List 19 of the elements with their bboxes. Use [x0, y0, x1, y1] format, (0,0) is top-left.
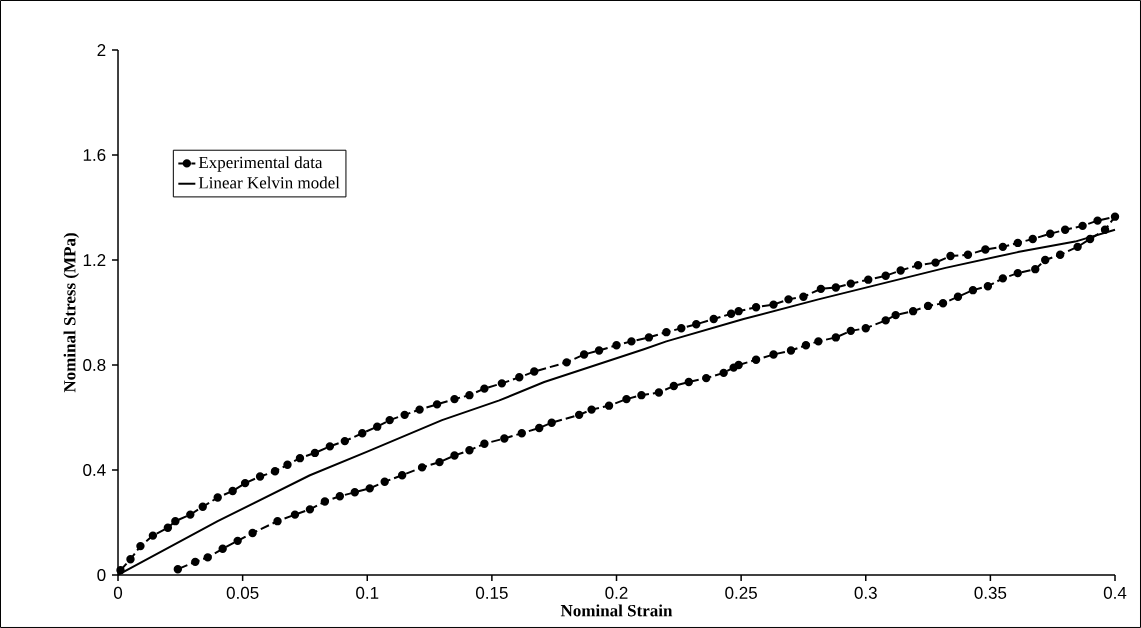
x-tick-label: 0.3: [854, 586, 877, 599]
x-tick-label: 0.35: [974, 586, 1007, 599]
x-tick-label: 0.4: [1103, 586, 1127, 599]
x-axis-title: Nominal Strain: [560, 604, 673, 617]
y-tick-label: 0.4: [83, 463, 106, 477]
y-tick-label: 0: [97, 568, 106, 582]
legend-label: Experimental data: [198, 156, 323, 172]
x-tick-label: 0.25: [725, 586, 757, 599]
legend-label: Linear Kelvin model: [198, 176, 340, 189]
y-tick-label: 1.6: [83, 148, 106, 162]
y-axis-title: Nominal Stress (MPa): [63, 233, 79, 393]
x-tick-label: 0.15: [476, 586, 508, 599]
x-tick-label: 0: [113, 586, 123, 599]
y-tick-label: 2: [97, 44, 106, 56]
x-tick-label: 0.1: [356, 586, 379, 599]
x-tick-label: 0.2: [605, 586, 628, 599]
y-tick-label: 0.8: [83, 358, 106, 372]
y-tick-label: 1.2: [83, 254, 106, 266]
x-tick-label: 0.05: [226, 586, 259, 599]
